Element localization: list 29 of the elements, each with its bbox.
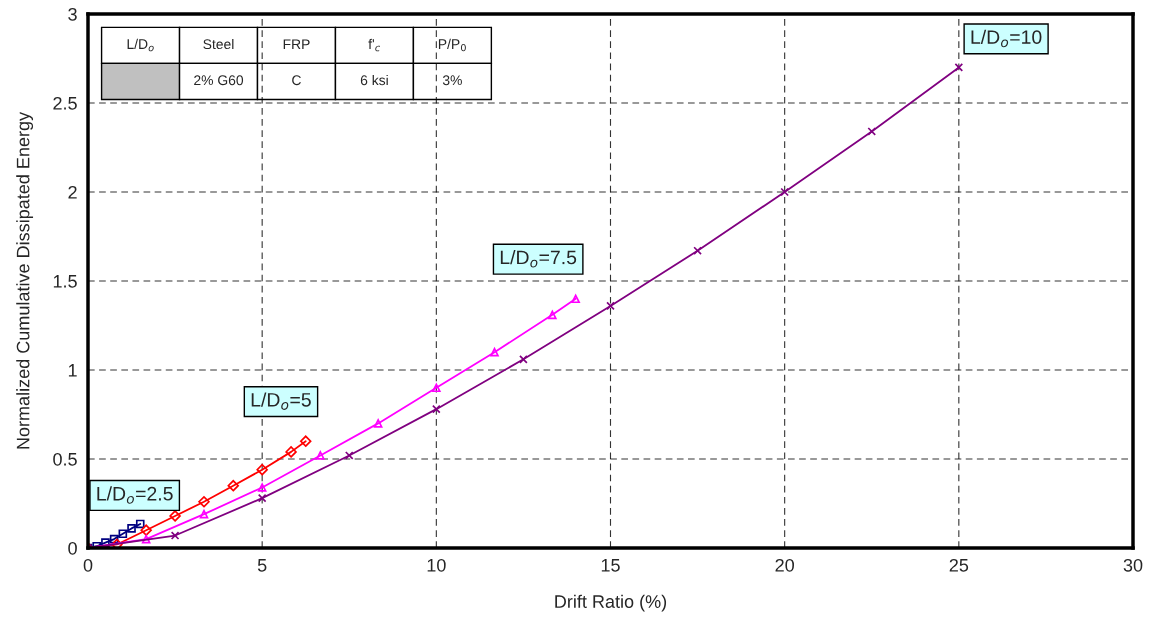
annotation: 2% G60 [194,75,244,86]
x-tick-label: 30 [1123,558,1143,572]
series-label: L/D$_{o}$=10 [971,29,1042,48]
annotation: C [292,75,301,86]
y-tick-label: 0 [68,541,77,555]
annotation: L/D$_{o}$ [127,38,154,52]
x-axis-title: Drift Ratio (%) [555,594,667,612]
annotation: Steel [203,38,234,50]
y-tick-label: 3 [68,7,77,21]
series-label: L/D$_{o}$=7.5 [500,250,577,268]
annotation: P/P$_{0}$ [438,38,466,52]
y-tick-label: 2 [68,185,77,199]
x-tick-label: 5 [257,559,267,572]
y-tick-label: 1.5 [53,275,77,288]
x-tick-label: 10 [427,558,446,572]
series-label: L/D$_{o}$=2.5 [97,486,173,504]
annotation: FRP [283,39,310,49]
x-tick-label: 20 [775,558,794,572]
x-tick-label: 25 [949,558,969,572]
annotation: 3% [442,75,462,86]
y-tick-label: 2.5 [53,96,77,110]
y-tick-label: 0.5 [53,452,77,466]
y-tick-label: 1 [68,364,77,377]
x-tick-label: 0 [83,558,93,572]
series-label: L/D$_{o}$=5 [251,392,311,410]
annotation: f'$_{c}$ [368,38,381,52]
annotation: 6 ksi [360,74,388,86]
x-tick-label: 15 [601,559,620,572]
y-axis-title: Normalized Cumulative Dissipated Energy [16,111,34,449]
